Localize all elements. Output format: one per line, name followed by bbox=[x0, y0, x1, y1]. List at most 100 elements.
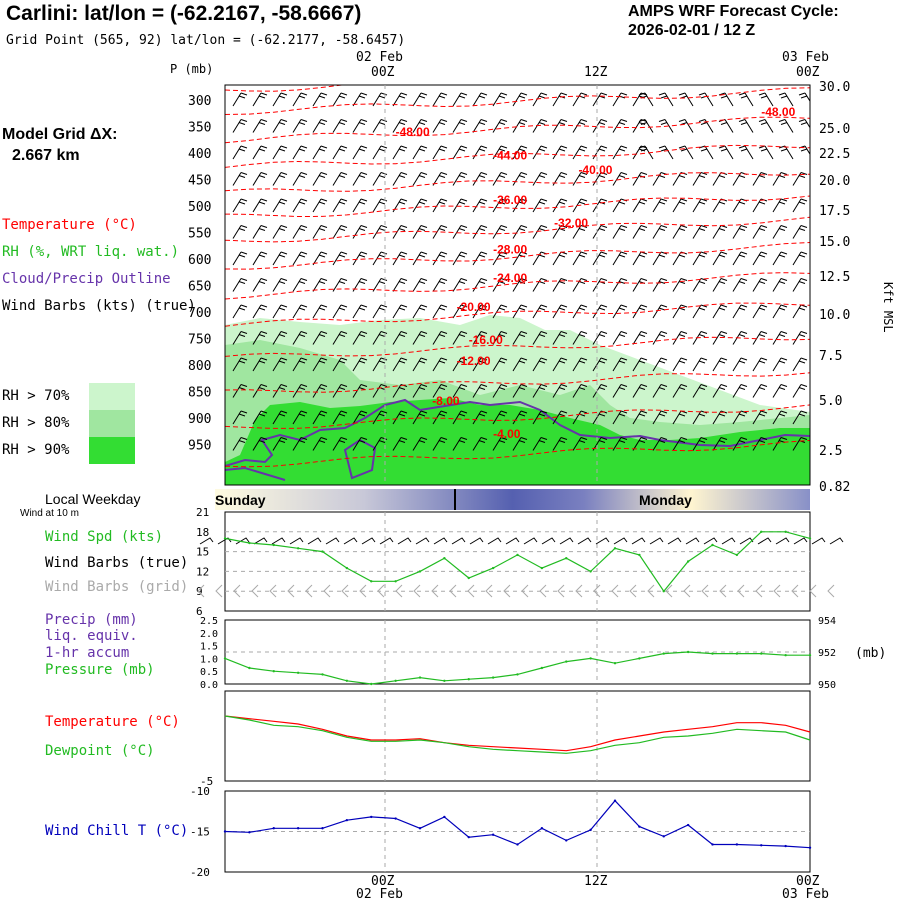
wind-barb bbox=[332, 410, 348, 425]
wind-speed-line-point bbox=[735, 553, 739, 557]
wind-speed-line-point bbox=[662, 590, 665, 593]
height-tick-30.0: 30.0 bbox=[819, 80, 850, 95]
windchill-line-point bbox=[516, 843, 519, 846]
bottom-tick-12z: 12Z bbox=[584, 874, 608, 889]
wind-barb bbox=[312, 304, 328, 319]
wind-barb bbox=[772, 251, 788, 266]
pressure-unit: (mb) bbox=[855, 646, 886, 661]
temperature-line bbox=[224, 715, 811, 752]
windchill-line-point bbox=[808, 846, 812, 849]
pressure-tick-650: 650 bbox=[188, 280, 211, 295]
isotherm-line bbox=[225, 302, 810, 327]
wind-barb bbox=[552, 119, 568, 133]
wind-barb bbox=[492, 437, 508, 451]
wind-barb bbox=[332, 119, 348, 133]
wind-barb bbox=[512, 357, 528, 372]
wind-barb bbox=[492, 92, 508, 107]
wind-barb bbox=[813, 411, 827, 424]
wind-barb bbox=[732, 304, 748, 319]
wind-barb bbox=[292, 92, 308, 107]
wind-barb bbox=[352, 384, 368, 398]
wind-barb bbox=[658, 119, 674, 133]
wind-barb bbox=[652, 384, 668, 398]
isotherm-line bbox=[225, 87, 810, 115]
surface-wind-barb-grid bbox=[719, 584, 727, 598]
isotherm-label: -32.00 bbox=[554, 216, 588, 230]
wind-barb bbox=[272, 225, 288, 239]
wind-barb bbox=[592, 331, 608, 345]
wind-barb bbox=[412, 251, 428, 266]
wind-barb bbox=[292, 119, 308, 133]
wind-barb bbox=[772, 198, 788, 213]
wind-barb bbox=[432, 145, 448, 160]
wind-barb bbox=[352, 437, 368, 451]
height-tick-20.0: 20.0 bbox=[819, 174, 850, 189]
wind-barb bbox=[512, 410, 528, 425]
pressure-line-point bbox=[613, 662, 617, 665]
wind-barb bbox=[332, 145, 348, 160]
wind-barb bbox=[432, 251, 448, 266]
wind-barb bbox=[692, 172, 708, 186]
wind-barb bbox=[492, 119, 508, 133]
wind-barb bbox=[312, 198, 328, 213]
wind-barb bbox=[632, 357, 648, 372]
precip-tick-0.5: 0.5 bbox=[200, 667, 218, 678]
wind-barb bbox=[452, 119, 468, 133]
wind-barb bbox=[252, 92, 268, 107]
wind-barb bbox=[292, 251, 308, 266]
wind-barb bbox=[332, 172, 348, 186]
surface-wind-barb-grid bbox=[467, 584, 475, 598]
pressure-line-point bbox=[296, 671, 300, 674]
surface-wind-barb-true bbox=[541, 537, 556, 545]
wind-barb bbox=[372, 172, 388, 186]
top-date-2: 03 Feb bbox=[782, 50, 829, 65]
surface-wind-barb-true bbox=[667, 537, 682, 545]
height-tick-17.5: 17.5 bbox=[819, 204, 850, 219]
wind-barb bbox=[752, 410, 768, 425]
wind-barb bbox=[232, 251, 248, 266]
wind-barb bbox=[292, 331, 308, 345]
wind-barb bbox=[372, 119, 388, 133]
wind-barb bbox=[452, 410, 468, 425]
wind-speed-line-point bbox=[248, 541, 251, 545]
wind-barb bbox=[252, 198, 268, 213]
surface-wind-barb-true bbox=[505, 537, 520, 545]
wind-barb bbox=[432, 331, 448, 345]
wind-barb bbox=[332, 92, 348, 107]
wind-barb bbox=[432, 198, 448, 213]
wind-barb bbox=[472, 145, 488, 160]
wind-barb bbox=[552, 278, 568, 292]
pressure-line-point bbox=[589, 657, 592, 660]
wind-barb bbox=[492, 225, 508, 239]
wind-barb bbox=[652, 410, 668, 425]
rh-80-label: RH > 80% bbox=[2, 415, 70, 431]
isotherm-label: -40.00 bbox=[578, 163, 612, 177]
wind-barb bbox=[692, 225, 708, 239]
wind-barb bbox=[232, 304, 248, 319]
precip-sub2: 1-hr accum bbox=[45, 645, 130, 661]
wind-barb bbox=[352, 251, 368, 266]
wind-barb bbox=[718, 145, 734, 160]
wind-barb bbox=[532, 331, 548, 345]
wind-barb bbox=[352, 357, 368, 372]
wind-barb bbox=[692, 304, 708, 319]
pressure-tick-900: 900 bbox=[188, 412, 211, 427]
wind-barb bbox=[432, 384, 448, 398]
legend-rh: RH (%, WRT liq. wat.) bbox=[2, 244, 180, 260]
wind-barb bbox=[452, 278, 468, 292]
surface-wind-barb-grid bbox=[341, 584, 349, 598]
wind-barb bbox=[552, 145, 568, 160]
wind-barb bbox=[512, 145, 528, 160]
surface-wind-barb-true bbox=[487, 537, 502, 545]
wind-barb bbox=[552, 410, 568, 425]
wind-barbs-grid-label: Wind Barbs (grid) bbox=[45, 579, 189, 595]
wind-barb bbox=[412, 198, 428, 213]
wind-barb bbox=[792, 278, 808, 292]
wind-barb bbox=[392, 119, 408, 133]
wind-barb bbox=[632, 198, 648, 213]
surface-wind-barb-grid bbox=[683, 584, 691, 598]
windchill-line-point bbox=[491, 833, 495, 836]
wind-barb bbox=[732, 278, 748, 292]
wind-barb bbox=[232, 172, 248, 186]
windchill-line-point bbox=[223, 830, 227, 833]
